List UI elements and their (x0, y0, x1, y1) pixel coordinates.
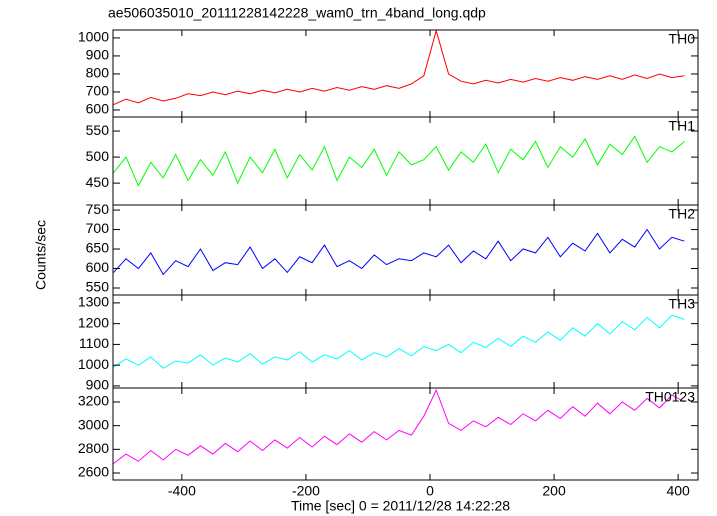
y-tick-label: 1100 (79, 335, 109, 351)
y-tick-label: 1000 (78, 29, 109, 45)
y-tick-label: 500 (86, 148, 110, 164)
data-line (113, 228, 685, 276)
y-tick-label: 1000 (78, 356, 109, 372)
chart-title: ae506035010_20111228142228_wam0_trn_4ban… (108, 5, 486, 21)
data-line (113, 28, 685, 106)
panel-frame (112, 116, 699, 206)
series-label: TH0 (669, 31, 696, 47)
y-tick-label: 450 (86, 174, 110, 190)
x-axis-label: Time [sec] 0 = 2011/12/28 14:22:28 (291, 498, 510, 514)
y-tick-label: 2600 (78, 464, 109, 480)
x-tick-label: 400 (666, 483, 690, 499)
series-label: TH1 (669, 118, 696, 134)
y-tick-label: 700 (86, 83, 110, 99)
data-line (113, 388, 685, 464)
y-tick-label: 800 (86, 65, 110, 81)
y-tick-label: 900 (86, 47, 110, 63)
x-tick-label: 200 (542, 483, 566, 499)
panel-frame (112, 294, 699, 389)
series-label: TH0123 (645, 389, 695, 405)
y-tick-label: 600 (86, 259, 110, 275)
y-tick-label: 550 (86, 122, 110, 138)
data-line (113, 314, 685, 369)
x-tick-label: -400 (168, 483, 196, 499)
y-tick-label: 1300 (78, 294, 109, 310)
y-tick-label: 3000 (78, 416, 109, 432)
y-tick-label: 3200 (78, 393, 109, 409)
series-label: TH2 (669, 206, 696, 222)
y-tick-label: 650 (86, 240, 110, 256)
y-axis-label: Counts/sec (33, 220, 49, 290)
series-label: TH3 (669, 296, 696, 312)
y-tick-label: 600 (86, 101, 110, 117)
panel-frame (112, 387, 699, 481)
panel-frame (112, 29, 699, 118)
y-tick-label: 900 (86, 377, 110, 393)
x-tick-label: 0 (426, 483, 434, 499)
y-tick-label: 550 (86, 279, 110, 295)
y-tick-label: 750 (86, 201, 110, 217)
y-tick-label: 700 (86, 220, 110, 236)
y-tick-label: 1200 (78, 314, 109, 330)
x-tick-label: -200 (292, 483, 320, 499)
y-tick-label: 2800 (78, 440, 109, 456)
data-line (113, 135, 685, 187)
